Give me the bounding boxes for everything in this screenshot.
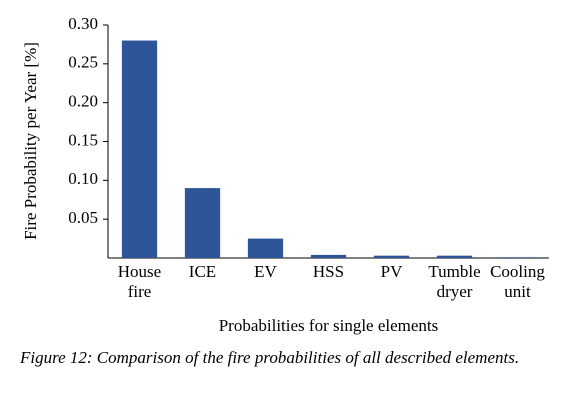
bar [499,257,536,258]
bar [310,254,347,258]
x-axis-title: Probabilities for single elements [218,316,439,335]
bar [436,255,473,258]
y-tick-label: 0.05 [68,208,98,227]
x-tick-label: EV [254,262,277,281]
bar [184,188,221,258]
y-axis-title: Fire Probability per Year [%] [21,42,40,240]
x-tick-label: HSS [312,262,345,281]
figure-caption: Figure 12: Comparison of the fire probab… [20,348,520,367]
y-tick-label: 0.25 [68,53,98,72]
x-tick-label: Tumble dryer [428,262,481,301]
x-tick-label: ICE [188,262,217,281]
bar [247,238,284,258]
y-tick-label: 0.30 [68,14,98,33]
x-tick-label: House fire [117,262,162,301]
y-tick-label: 0.15 [68,130,98,149]
y-tick-label: 0.10 [68,169,98,188]
x-tick-label: PV [380,262,403,281]
x-tick-label: Cooling unit [490,262,545,301]
bar [121,40,158,259]
bar [373,255,410,258]
y-tick-label: 0.20 [68,92,98,111]
